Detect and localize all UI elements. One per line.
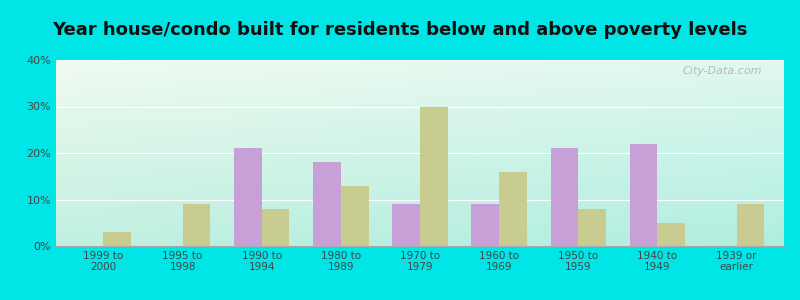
Bar (658, 223, 685, 246)
Bar (630, 144, 658, 246)
Text: Year house/condo built for residents below and above poverty levels: Year house/condo built for residents bel… (52, 21, 748, 39)
Bar (103, 232, 131, 246)
Bar (471, 204, 499, 246)
Bar (550, 148, 578, 246)
Bar (182, 204, 210, 246)
Bar (234, 148, 262, 246)
Bar (341, 185, 369, 246)
Bar (262, 209, 290, 246)
Bar (578, 209, 606, 246)
Bar (737, 204, 764, 246)
Bar (499, 172, 527, 246)
Bar (392, 204, 420, 246)
Bar (420, 106, 448, 246)
Text: City-Data.com: City-Data.com (682, 66, 762, 76)
Bar (313, 162, 341, 246)
